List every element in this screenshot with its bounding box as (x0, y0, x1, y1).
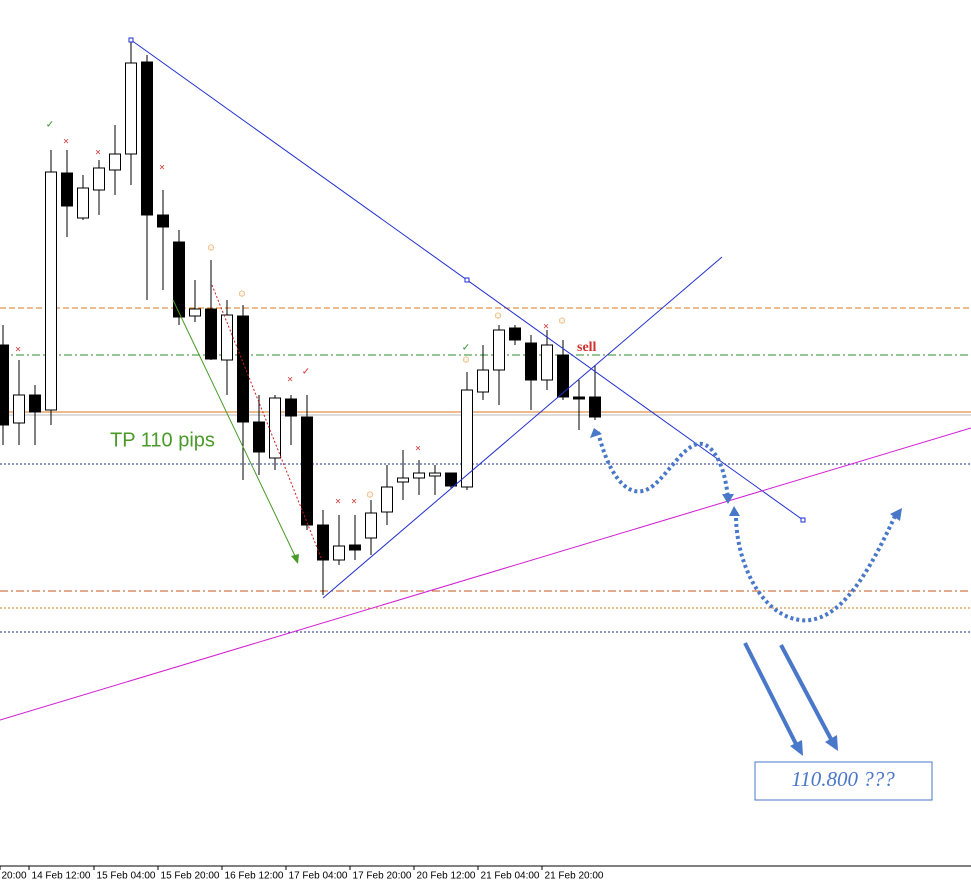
x-axis-label: 15 Feb 20:00 (161, 871, 220, 882)
signal-marker: ✓ (46, 120, 54, 131)
target-box (754, 761, 933, 801)
x-axis-label: 15 Feb 04:00 (97, 871, 156, 882)
candle-body (349, 544, 361, 551)
candle-body (221, 314, 233, 361)
x-axis-labels: 20:00 14 Feb 12:00 15 Feb 04:00 15 Feb 20:0… (0, 866, 604, 882)
candle-body (589, 396, 601, 418)
trendline (322, 256, 723, 599)
sell-label: sell (577, 340, 597, 355)
signal-marker: ☺ (365, 490, 375, 501)
signal-marker: × (543, 322, 549, 333)
candle-body (301, 416, 313, 526)
candle-body (509, 327, 521, 341)
tp-label: TP 110 pips (110, 429, 215, 451)
signal-marker: ☺ (206, 243, 216, 254)
signal-marker: × (159, 163, 165, 174)
signal-marker: ☺ (237, 289, 247, 300)
candle-body (557, 354, 569, 398)
x-axis-label: 21 Feb 20:00 (545, 871, 604, 882)
drawings: 110.800 ??? TP 110 pips sell (0, 37, 971, 801)
candle-body (285, 398, 297, 417)
signal-marker: ☺ (493, 311, 503, 322)
candle-body (461, 389, 473, 488)
price-levels (0, 307, 971, 633)
x-axis-label: 17 Feb 04:00 (289, 871, 348, 882)
signal-marker: ✓ (302, 367, 310, 378)
candle-body (13, 394, 25, 424)
signal-marker: × (335, 497, 341, 508)
x-axis-label: 16 Feb 12:00 (225, 871, 284, 882)
arrow-head (790, 740, 803, 756)
candle-body (573, 396, 585, 400)
candle-body (157, 214, 169, 228)
candle-body (173, 241, 185, 318)
target-label: 110.800 ??? (791, 767, 895, 791)
candle-body (429, 472, 441, 477)
candle-body (237, 315, 249, 423)
candle-body (493, 329, 505, 371)
candle-body (317, 524, 329, 561)
signal-marker: × (351, 497, 357, 508)
signal-markers: ×✓×××☺☺×✓× ×☺×☺✓☺×☺ (15, 120, 567, 508)
trendline-handle (128, 37, 134, 43)
candle-body (541, 344, 553, 381)
candle-body (333, 545, 345, 561)
arrow-head (590, 428, 602, 438)
signal-marker: ☺ (557, 316, 567, 327)
arrow-head (825, 735, 838, 751)
candle-body (77, 187, 89, 219)
candle-body (29, 394, 41, 413)
arrow-head (722, 494, 734, 504)
signal-line (211, 284, 323, 561)
x-axis-label: 17 Feb 20:00 (353, 871, 412, 882)
signal-marker: × (63, 137, 69, 148)
signal-marker: × (287, 375, 293, 386)
candle-body (397, 477, 409, 483)
trendline-handle (800, 517, 806, 523)
x-axis-label: 20 Feb 12:00 (417, 871, 476, 882)
x-axis-label: 20:00 (1, 871, 26, 882)
signal-marker: ☺ (461, 355, 471, 366)
candle-body (109, 153, 121, 171)
trendline-handle (464, 277, 470, 283)
candle-body (477, 369, 489, 393)
candles (0, 42, 601, 595)
candle-body (365, 512, 377, 539)
projection-path (733, 511, 897, 623)
candle-body (269, 397, 281, 459)
x-axis-label: 14 Feb 12:00 (32, 871, 91, 882)
candle-body (141, 61, 153, 216)
candle-body (125, 62, 137, 155)
signal-marker: × (15, 345, 21, 356)
arrow-head (890, 508, 902, 521)
target-arrow (779, 644, 834, 742)
candle-body (413, 472, 425, 479)
x-axis-label: 21 Feb 04:00 (481, 871, 540, 882)
trendline (0, 427, 971, 721)
candle-body (445, 472, 457, 487)
candle-body (61, 172, 73, 207)
candle-body (189, 308, 201, 317)
candle-body (253, 421, 265, 453)
candle-body (93, 167, 105, 191)
arrow-head (729, 506, 740, 516)
signal-marker: ✓ (462, 343, 470, 354)
projection-path (596, 431, 730, 499)
candle-body (381, 486, 393, 513)
candle-body (45, 171, 57, 411)
signal-marker: × (415, 444, 421, 455)
tp-arrow (172, 299, 297, 559)
signal-marker: × (95, 148, 101, 159)
candle-body (525, 342, 537, 381)
candle-body (205, 308, 217, 360)
target-arrow (743, 642, 799, 747)
arrow-head (291, 554, 299, 564)
candle-body (0, 344, 9, 426)
